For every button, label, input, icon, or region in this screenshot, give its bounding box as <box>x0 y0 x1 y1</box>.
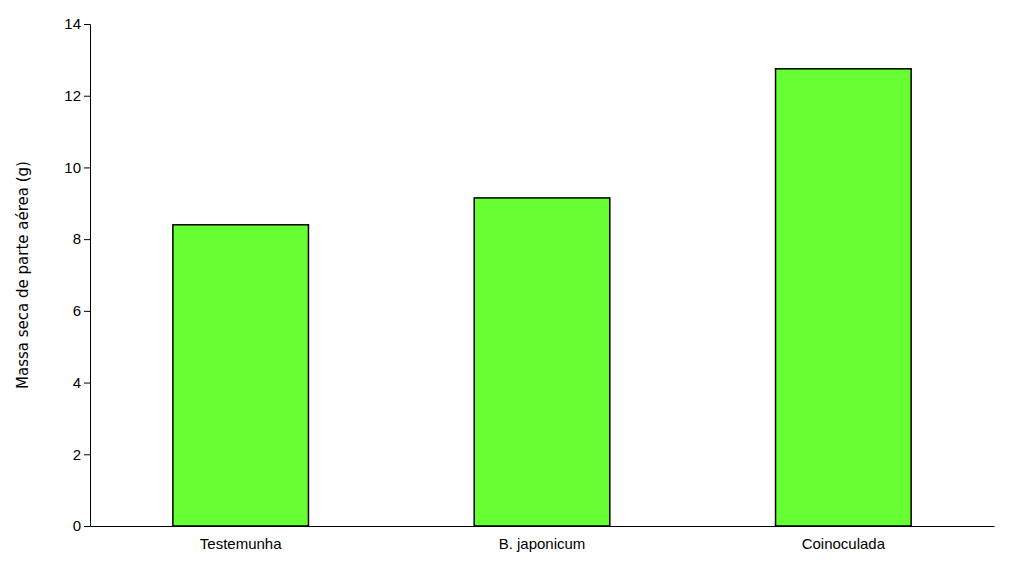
y-tick-label: 10 <box>64 159 81 176</box>
bar <box>776 69 912 526</box>
y-tick-mark <box>84 167 90 168</box>
y-tick: 6 <box>73 302 90 319</box>
y-tick-mark <box>84 383 90 384</box>
y-tick: 8 <box>73 230 90 247</box>
x-axis-line <box>91 526 995 527</box>
y-tick-label: 2 <box>73 446 81 463</box>
y-tick-mark <box>84 454 90 455</box>
page: {"chart_data": {"type": "bar", "categori… <box>0 0 1024 586</box>
x-tick-label: Coinoculada <box>802 535 886 552</box>
y-tick-mark <box>84 24 90 25</box>
y-tick-label: 4 <box>73 374 81 391</box>
y-tick-label: 14 <box>64 15 81 32</box>
x-tick-label: B. japonicum <box>499 535 586 552</box>
y-tick: 2 <box>73 446 90 463</box>
y-tick-label: 12 <box>64 87 81 104</box>
x-tick-label: Testemunha <box>200 535 282 552</box>
y-axis-line <box>84 25 91 527</box>
x-axis: Testemunha B. japonicum Coinoculada <box>91 527 995 552</box>
x-tick: Testemunha <box>200 535 282 552</box>
y-axis: 0 2 4 6 8 10 12 14 <box>64 15 90 534</box>
bars <box>173 69 911 526</box>
y-tick-mark <box>84 526 90 527</box>
y-tick-label: 8 <box>73 230 81 247</box>
y-tick: 0 <box>73 517 90 534</box>
y-tick-mark <box>84 96 90 97</box>
chart-svg: Testemunha B. japonicum Coinoculada 0 2 4 6 8 10… <box>0 0 1024 586</box>
y-tick: 14 <box>64 15 90 32</box>
plot: Testemunha B. japonicum Coinoculada 0 2 4 6 8 10… <box>14 15 995 551</box>
bar <box>474 198 610 526</box>
y-axis-title: Massa seca de parte aérea (g) <box>14 161 32 389</box>
y-tick-label: 6 <box>73 302 81 319</box>
x-tick: Coinoculada <box>802 535 886 552</box>
y-tick-label: 0 <box>73 517 81 534</box>
y-tick: 10 <box>64 159 90 176</box>
y-tick: 4 <box>73 374 90 391</box>
y-tick: 12 <box>64 87 90 104</box>
bar <box>173 225 309 526</box>
chart-container: Testemunha B. japonicum Coinoculada 0 2 4 6 8 10… <box>0 0 1024 586</box>
y-tick-mark <box>84 311 90 312</box>
y-tick-mark <box>84 239 90 240</box>
x-tick: B. japonicum <box>499 535 586 552</box>
